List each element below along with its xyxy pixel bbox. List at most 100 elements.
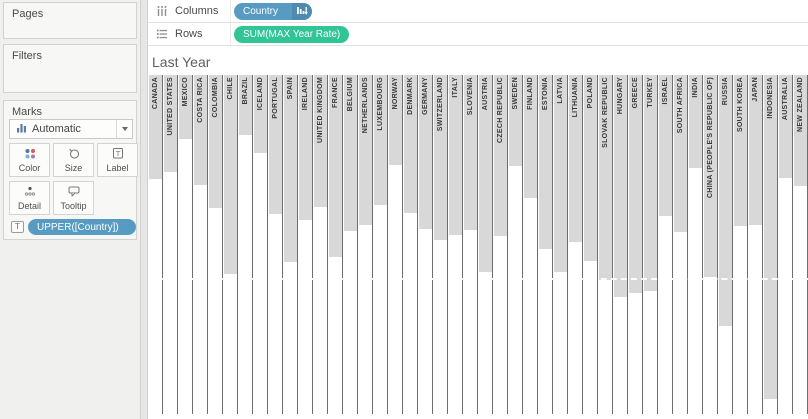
bar-mark[interactable] bbox=[778, 75, 792, 178]
detail-button[interactable]: Detail bbox=[9, 181, 50, 215]
bar-mark[interactable] bbox=[553, 75, 567, 272]
column-header[interactable]: INDIA bbox=[688, 77, 702, 98]
bar-mark[interactable] bbox=[253, 75, 267, 153]
country-dimension-pill[interactable]: Country bbox=[234, 2, 312, 20]
bar-mark[interactable] bbox=[238, 75, 252, 135]
bar-mark[interactable] bbox=[193, 75, 207, 185]
rows-shelf[interactable]: Rows SUM(MAX Year Rate) bbox=[148, 23, 808, 46]
bar-mark[interactable] bbox=[598, 75, 612, 280]
bar-mark[interactable] bbox=[673, 75, 687, 232]
sort-descending-icon[interactable] bbox=[292, 2, 312, 20]
bar-mark[interactable] bbox=[643, 75, 657, 291]
column-header[interactable]: HUNGARY bbox=[613, 77, 627, 114]
column-header[interactable]: PORTUGAL bbox=[268, 77, 282, 119]
column-header[interactable]: FINLAND bbox=[523, 77, 537, 110]
bar-mark[interactable] bbox=[763, 75, 777, 399]
marks-field-pill[interactable]: UPPER([Country]) bbox=[28, 219, 136, 235]
panel-resize-divider[interactable] bbox=[140, 0, 148, 419]
bar-mark[interactable] bbox=[493, 75, 507, 236]
column-header[interactable]: CZECH REPUBLIC bbox=[493, 77, 507, 143]
column-header[interactable]: RUSSIA bbox=[718, 77, 732, 105]
bar-mark[interactable] bbox=[748, 75, 762, 225]
column-header[interactable]: LATVIA bbox=[553, 77, 567, 104]
column-header[interactable]: SLOVENIA bbox=[463, 77, 477, 115]
size-button[interactable]: Size bbox=[53, 143, 94, 177]
bar-mark[interactable] bbox=[658, 75, 672, 216]
column-header[interactable]: AUSTRALIA bbox=[778, 77, 792, 120]
bar-mark[interactable] bbox=[508, 75, 522, 166]
bar-mark[interactable] bbox=[388, 75, 402, 165]
bar-mark[interactable] bbox=[283, 75, 297, 262]
bar-mark[interactable] bbox=[358, 75, 372, 225]
mark-type-dropdown[interactable]: Automatic bbox=[9, 119, 133, 139]
bar-mark[interactable] bbox=[523, 75, 537, 198]
bar-mark[interactable] bbox=[418, 75, 432, 229]
bar-mark[interactable] bbox=[688, 75, 702, 168]
column-header[interactable]: JAPAN bbox=[748, 77, 762, 102]
bar-mark[interactable] bbox=[298, 75, 312, 220]
column-header[interactable]: CANADA bbox=[148, 77, 162, 109]
bar-mark[interactable] bbox=[583, 75, 597, 261]
column-header[interactable]: BRAZIL bbox=[238, 77, 252, 104]
column-header[interactable]: FRANCE bbox=[328, 77, 342, 108]
column-header[interactable]: SOUTH AFRICA bbox=[673, 77, 687, 133]
column-header[interactable]: NETHERLANDS bbox=[358, 77, 372, 133]
column-header[interactable]: UNITED STATES bbox=[163, 77, 177, 135]
column-header[interactable]: CHILE bbox=[223, 77, 237, 100]
column-header[interactable]: ESTONIA bbox=[538, 77, 552, 110]
column-header[interactable]: NEW ZEALAND bbox=[793, 77, 807, 132]
bar-mark[interactable] bbox=[628, 75, 642, 293]
bar-mark[interactable] bbox=[343, 75, 357, 231]
bar-mark[interactable] bbox=[403, 75, 417, 213]
column-header[interactable]: AUSTRIA bbox=[478, 77, 492, 110]
bar-mark[interactable] bbox=[313, 75, 327, 207]
bar-mark[interactable] bbox=[703, 75, 717, 277]
column-header[interactable]: POLAND bbox=[583, 77, 597, 108]
label-button[interactable]: T Label bbox=[97, 143, 138, 177]
bar-mark[interactable] bbox=[268, 75, 282, 214]
bar-mark[interactable] bbox=[148, 75, 162, 179]
column-header[interactable]: COLOMBIA bbox=[208, 77, 222, 118]
column-header[interactable]: BELGIUM bbox=[343, 77, 357, 111]
column-header[interactable]: CHINA (PEOPLE'S REPUBLIC OF) bbox=[703, 77, 717, 198]
bar-mark[interactable] bbox=[178, 75, 192, 139]
column-header[interactable]: NORWAY bbox=[388, 77, 402, 110]
bar-mark[interactable] bbox=[448, 75, 462, 235]
bar-mark[interactable] bbox=[478, 75, 492, 272]
bar-mark[interactable] bbox=[463, 75, 477, 230]
column-header[interactable]: SLOVAK REPUBLIC bbox=[598, 77, 612, 148]
column-header[interactable]: MEXICO bbox=[178, 77, 192, 106]
column-header[interactable]: IRELAND bbox=[298, 77, 312, 110]
bar-mark[interactable] bbox=[568, 75, 582, 242]
bar-mark[interactable] bbox=[328, 75, 342, 257]
bar-mark[interactable] bbox=[613, 75, 627, 297]
column-header[interactable]: SOUTH KOREA bbox=[733, 77, 747, 132]
color-button[interactable]: Color bbox=[9, 143, 50, 177]
tooltip-button[interactable]: Tooltip bbox=[53, 181, 94, 215]
columns-shelf[interactable]: Columns Country bbox=[148, 0, 808, 23]
bar-mark[interactable] bbox=[733, 75, 747, 226]
column-header[interactable]: GREECE bbox=[628, 77, 642, 108]
column-header[interactable]: COSTA RICA bbox=[193, 77, 207, 123]
column-header[interactable]: TURKEY bbox=[643, 77, 657, 108]
column-header[interactable]: INDONESIA bbox=[763, 77, 777, 119]
column-header[interactable]: SWITZERLAND bbox=[433, 77, 447, 131]
bar-mark[interactable] bbox=[223, 75, 237, 274]
column-header[interactable]: LUXEMBOURG bbox=[373, 77, 387, 131]
bar-mark[interactable] bbox=[208, 75, 222, 208]
column-header[interactable]: ISRAEL bbox=[658, 77, 672, 104]
bar-mark[interactable] bbox=[373, 75, 387, 205]
column-header[interactable]: UNITED KINGDOM bbox=[313, 77, 327, 143]
bar-mark[interactable] bbox=[793, 75, 807, 186]
dropdown-caret[interactable] bbox=[116, 120, 132, 138]
column-header[interactable]: GERMANY bbox=[418, 77, 432, 115]
column-header[interactable]: SPAIN bbox=[283, 77, 297, 99]
filters-card[interactable]: Filters bbox=[3, 44, 137, 93]
column-header[interactable]: ICELAND bbox=[253, 77, 267, 110]
column-header[interactable]: SWEDEN bbox=[508, 77, 522, 110]
bar-mark[interactable] bbox=[433, 75, 447, 240]
column-header[interactable]: LITHUANIA bbox=[568, 77, 582, 117]
bar-mark[interactable] bbox=[163, 75, 177, 172]
bar-mark[interactable] bbox=[538, 75, 552, 249]
measure-pill[interactable]: SUM(MAX Year Rate) bbox=[234, 25, 350, 43]
